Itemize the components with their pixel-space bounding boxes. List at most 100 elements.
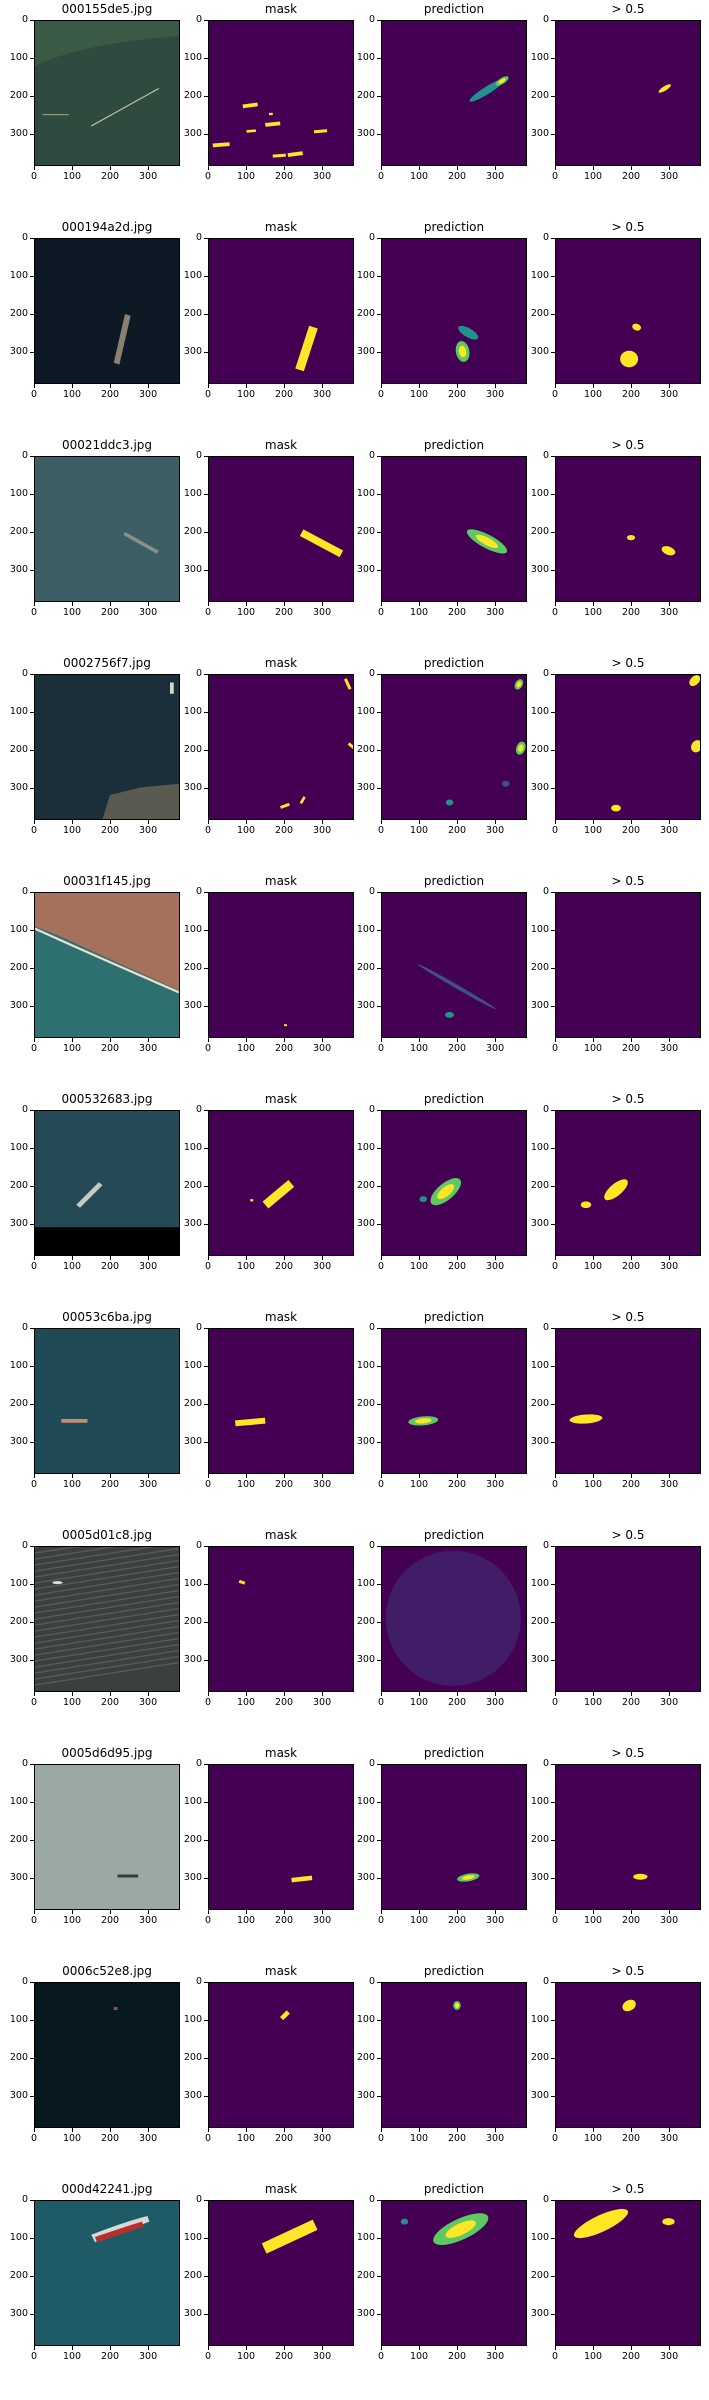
y-tick-label: 0 (195, 1322, 202, 1333)
y-tick-label: 100 (356, 706, 375, 718)
mask-plot (209, 893, 353, 1037)
y-tick-mark (30, 276, 34, 278)
y-tick-mark (551, 1328, 555, 1329)
x-tick-label: 300 (485, 1043, 505, 1054)
wave-line (35, 1559, 179, 1584)
panel-title: prediction (423, 874, 485, 888)
x-tick-mark (381, 1910, 382, 1914)
y-tick-label: 300 (356, 128, 375, 140)
image-background (35, 457, 179, 601)
y-tick-mark (551, 1148, 555, 1150)
x-tick-mark (34, 1256, 35, 1260)
x-tick-mark (246, 1256, 248, 1260)
x-tick-mark (555, 1256, 556, 1260)
x-tick-mark (419, 1256, 421, 1260)
x-tick-label: 300 (485, 2351, 505, 2362)
y-tick-label: 0 (542, 668, 549, 679)
y-tick-label: 100 (183, 1796, 202, 1808)
y-tick-label: 300 (530, 1436, 549, 1448)
x-tick-label: 100 (583, 1479, 603, 1490)
y-tick-label: 0 (195, 886, 202, 897)
y-tick-mark (551, 1584, 555, 1586)
x-tick-mark (555, 384, 556, 388)
y-tick-label: 0 (21, 450, 28, 461)
y-tick-label: 100 (530, 52, 549, 64)
x-tick-mark (72, 166, 74, 170)
y-tick-mark (30, 1982, 34, 1983)
x-tick-mark (322, 2346, 324, 2350)
prediction-panel (381, 1328, 527, 1474)
y-tick-label: 100 (9, 270, 28, 282)
y-tick-label: 100 (9, 2232, 28, 2244)
heatmap-background (209, 2201, 353, 2345)
x-tick-label: 200 (274, 1697, 294, 1708)
x-tick-label: 300 (485, 1261, 505, 1272)
image-filename-title: 000155de5.jpg (61, 2, 153, 16)
x-tick-mark (110, 820, 112, 824)
image-panel (34, 1764, 180, 1910)
x-tick-mark (246, 820, 248, 824)
heatmap-background (556, 2201, 700, 2345)
y-tick-mark (204, 892, 208, 893)
y-tick-mark (30, 2200, 34, 2201)
x-tick-mark (34, 1692, 35, 1696)
mask-region (344, 678, 352, 690)
x-tick-mark (72, 1910, 74, 1914)
y-tick-mark (30, 352, 34, 354)
x-tick-mark (148, 384, 150, 388)
y-tick-mark (30, 930, 34, 932)
y-tick-label: 100 (9, 1360, 28, 1372)
mask-region (347, 742, 353, 750)
mask-plot (209, 1111, 353, 1255)
x-tick-mark (34, 1038, 35, 1042)
y-tick-label: 300 (9, 2090, 28, 2102)
y-tick-label: 100 (183, 1360, 202, 1372)
x-tick-label: 100 (409, 1915, 429, 1926)
prediction-panel (381, 2200, 527, 2346)
wave-line (35, 1553, 179, 1578)
x-tick-label: 200 (447, 389, 467, 400)
x-tick-mark (284, 384, 286, 388)
mask-panel (208, 20, 354, 166)
y-tick-label: 200 (183, 2052, 202, 2064)
y-tick-mark (204, 1442, 208, 1444)
wave-line (35, 1583, 179, 1608)
x-tick-mark (593, 1474, 595, 1478)
y-tick-label: 300 (530, 1218, 549, 1230)
panel-title: mask (264, 874, 298, 888)
image-panel (34, 20, 180, 166)
y-tick-mark (30, 134, 34, 136)
y-tick-mark (551, 1366, 555, 1368)
threshold-region (691, 740, 700, 753)
y-tick-mark (551, 134, 555, 136)
y-tick-mark (30, 1660, 34, 1662)
x-tick-mark (457, 166, 459, 170)
x-tick-mark (381, 1474, 382, 1478)
x-tick-mark (631, 166, 633, 170)
y-tick-mark (204, 352, 208, 354)
y-tick-label: 300 (530, 2308, 549, 2320)
heatmap-background (556, 675, 700, 819)
y-tick-mark (204, 968, 208, 970)
x-tick-label: 200 (621, 825, 641, 836)
y-tick-mark (204, 58, 208, 60)
panel-title: > 0.5 (611, 220, 645, 234)
x-tick-label: 100 (583, 2133, 603, 2144)
y-tick-mark (377, 1404, 381, 1406)
y-tick-label: 0 (542, 450, 549, 461)
x-tick-label: 100 (62, 1697, 82, 1708)
x-tick-mark (457, 820, 459, 824)
y-tick-mark (204, 750, 208, 752)
x-tick-label: 200 (621, 1261, 641, 1272)
x-tick-label: 100 (583, 171, 603, 182)
y-tick-label: 100 (530, 1360, 549, 1372)
mask-region (265, 121, 281, 127)
y-tick-mark (30, 1224, 34, 1226)
wave-line (35, 1655, 179, 1680)
prediction-plot (382, 1765, 526, 1909)
threshold-region (604, 1179, 628, 1201)
y-tick-label: 200 (9, 1398, 28, 1410)
x-tick-mark (495, 1474, 497, 1478)
x-tick-mark (148, 1474, 150, 1478)
y-tick-mark (377, 1366, 381, 1368)
